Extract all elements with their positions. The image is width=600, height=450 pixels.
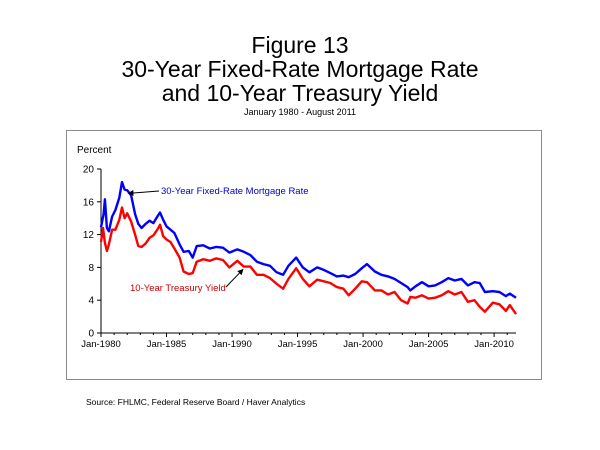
source-note: Source: FHLMC, Federal Reserve Board / H…	[86, 397, 306, 407]
annotation-treasury-yield: 10-Year Treasury Yield	[130, 283, 226, 294]
figure-subtitle: January 1980 - August 2011	[244, 107, 356, 117]
line-chart: Percent 0 4 8 12 16 20 Jan-1980 Jan-1985 Jan-199…	[77, 145, 517, 350]
x-tick-label: Jan-1985	[147, 339, 187, 350]
y-tick-label: 4	[88, 296, 94, 307]
series-line-treasury-yield	[99, 206, 517, 315]
annotation-arrow-treasury-yield	[225, 268, 244, 288]
axes: 0 4 8 12 16 20 Jan-1980 Jan-1985 Jan-1990 Jan-199…	[81, 165, 516, 350]
figure-number: Figure 13	[251, 32, 349, 58]
x-tick-label: Jan-1995	[278, 339, 318, 350]
y-axis-label: Percent	[77, 145, 112, 156]
series-line-mortgage-rate	[99, 180, 517, 299]
x-tick-label: Jan-1990	[212, 339, 252, 350]
series-layer	[99, 180, 517, 315]
y-tick-label: 16	[83, 197, 95, 208]
annotation-arrow-mortgage-rate	[127, 189, 160, 196]
x-tick-label: Jan-2010	[474, 339, 514, 350]
x-tick-label: Jan-2000	[343, 339, 383, 350]
y-tick-label: 0	[88, 329, 94, 340]
y-tick-label: 8	[88, 263, 94, 274]
annotation-layer: 30-Year Fixed-Rate Mortgage Rate 10-Year …	[127, 186, 309, 294]
y-tick-label: 12	[83, 230, 95, 241]
chart-frame: Percent 0 4 8 12 16 20 Jan-1980 Jan-1985 Jan-199…	[66, 130, 542, 380]
y-tick-label: 20	[83, 165, 95, 176]
x-tick-label: Jan-1980	[81, 339, 121, 350]
figure-title-line-2: and 10-Year Treasury Yield	[161, 80, 439, 106]
figure-title-line-1: 30-Year Fixed-Rate Mortgage Rate	[121, 56, 479, 82]
annotation-mortgage-rate: 30-Year Fixed-Rate Mortgage Rate	[161, 186, 309, 197]
x-tick-label: Jan-2005	[409, 339, 449, 350]
